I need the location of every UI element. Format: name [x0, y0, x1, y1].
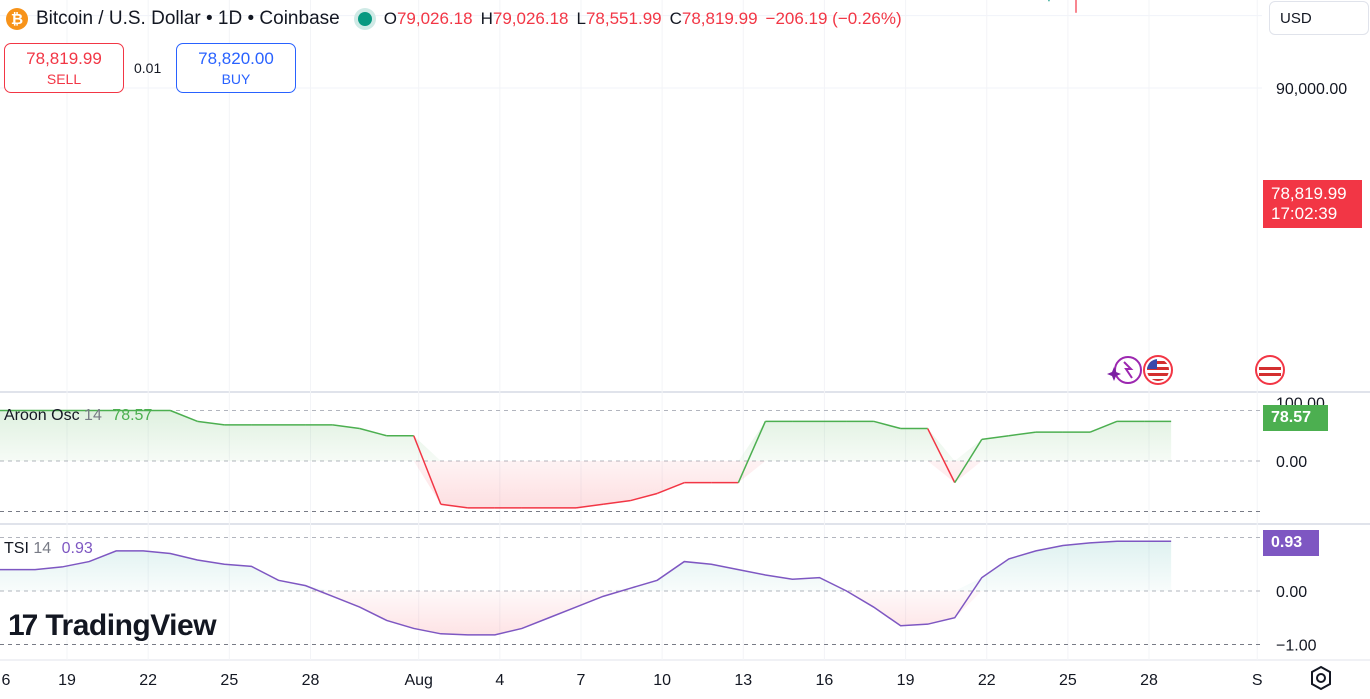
- tsi-line[interactable]: [0, 540, 1172, 636]
- aroon-line-segment: [629, 492, 658, 502]
- us-flag-icon[interactable]: [1143, 355, 1173, 385]
- aroon-line-segment: [332, 424, 360, 430]
- tsi-length: 14: [33, 540, 52, 557]
- aroon-positive-area: [0, 410, 1172, 461]
- events-badge-icon[interactable]: [1107, 356, 1142, 384]
- time-axis-label: 22: [978, 672, 996, 689]
- aroon-line-segment: [873, 420, 901, 430]
- aroon-value: 78.57: [112, 407, 153, 424]
- time-axis-label: 19: [58, 672, 76, 689]
- time-axis-label: 22: [139, 672, 157, 689]
- time-axis-label: 13: [734, 672, 752, 689]
- aroon-line-segment: [1089, 420, 1118, 433]
- us-flag-icon-partial[interactable]: [1255, 355, 1285, 385]
- tsi-value: 0.93: [61, 540, 93, 557]
- currency-selector[interactable]: USD: [1269, 1, 1369, 35]
- time-axis-label: S: [1252, 672, 1263, 689]
- tsi-legend[interactable]: TSI 14 0.93: [4, 540, 93, 558]
- aroon-line-segment: [954, 438, 983, 484]
- ohlc-high: H79,026.18: [480, 9, 569, 28]
- last-price-tag: 78,819.99 17:02:39: [1263, 180, 1362, 228]
- price-change: −206.19 (−0.26%): [765, 9, 902, 28]
- tradingview-logo-mark: 17: [8, 609, 38, 642]
- time-axis-label: 10: [653, 672, 671, 689]
- buy-label: BUY: [221, 71, 251, 87]
- tsi-value-tag: 0.93: [1263, 530, 1319, 556]
- aroon-line-segment: [603, 499, 631, 506]
- aroon-negative-area: [0, 461, 1172, 508]
- last-price-value: 78,819.99: [1271, 184, 1347, 203]
- symbol-title[interactable]: Bitcoin / U.S. Dollar • 1D • Coinbase: [36, 8, 340, 29]
- time-axis-label: 6: [2, 672, 11, 689]
- aroon-name: Aroon Osc: [4, 407, 80, 424]
- ohlc-close: C78,819.99: [669, 9, 758, 28]
- candle-up[interactable]: [1039, 0, 1058, 2]
- tsi-positive-area: [0, 541, 1172, 591]
- aroon-axis-label: 0.00: [1276, 454, 1307, 471]
- symbol-header[interactable]: ₿ Bitcoin / U.S. Dollar • 1D • Coinbase …: [6, 6, 902, 32]
- tsi-negative-area: [0, 591, 1172, 635]
- tradingview-logo-text: TradingView: [45, 609, 217, 642]
- sell-label: SELL: [46, 71, 82, 87]
- aroon-line-segment: [440, 503, 468, 509]
- time-axis-label: 25: [1059, 672, 1077, 689]
- tsi-name: TSI: [4, 540, 29, 557]
- aroon-line-segment: [170, 409, 198, 423]
- aroon-line-segment: [575, 503, 604, 509]
- chart-settings-icon[interactable]: [1308, 665, 1334, 691]
- buy-button[interactable]: 78,820.00 BUY: [176, 43, 296, 93]
- aroon-value-tag: 78.57: [1263, 405, 1328, 431]
- time-axis-label: 28: [302, 672, 320, 689]
- time-axis-label: 19: [897, 672, 915, 689]
- ohlc-low: L78,551.99: [576, 9, 662, 28]
- time-axis-label: 4: [495, 672, 504, 689]
- price-axis-label: 90,000.00: [1276, 81, 1347, 98]
- candle-countdown: 17:02:39: [1271, 204, 1338, 223]
- aroon-length: 14: [84, 407, 102, 424]
- time-axis-label: 7: [577, 672, 586, 689]
- sell-button[interactable]: 78,819.99 SELL: [4, 43, 124, 93]
- aroon-line-segment: [981, 435, 1009, 441]
- tsi-axis-label: −1.00: [1276, 638, 1317, 655]
- sell-price: 78,819.99: [26, 49, 102, 68]
- tsi-axis-label: 0.00: [1276, 584, 1307, 601]
- aroon-line-segment: [413, 435, 442, 505]
- time-axis-label: 25: [220, 672, 238, 689]
- time-axis-label: 16: [816, 672, 834, 689]
- aroon-line-segment: [656, 481, 685, 495]
- market-status-icon[interactable]: [357, 12, 372, 26]
- bitcoin-icon: ₿: [6, 8, 28, 30]
- spread-value: 0.01: [134, 60, 162, 76]
- aroon-line-segment: [927, 428, 956, 483]
- aroon-line-segment: [737, 421, 767, 483]
- aroon-line-segment: [359, 427, 387, 437]
- tradingview-logo[interactable]: 17 TradingView: [8, 609, 217, 643]
- buy-price: 78,820.00: [198, 49, 274, 68]
- aroon-line-segment: [197, 420, 225, 426]
- ohlc-open: O79,026.18: [383, 9, 473, 28]
- time-axis-label: Aug: [404, 672, 432, 689]
- aroon-line-segment: [1008, 431, 1036, 437]
- candle-down[interactable]: [1067, 0, 1086, 13]
- time-axis-label: 28: [1140, 672, 1158, 689]
- aroon-legend[interactable]: Aroon Osc 14 78.57: [4, 407, 152, 425]
